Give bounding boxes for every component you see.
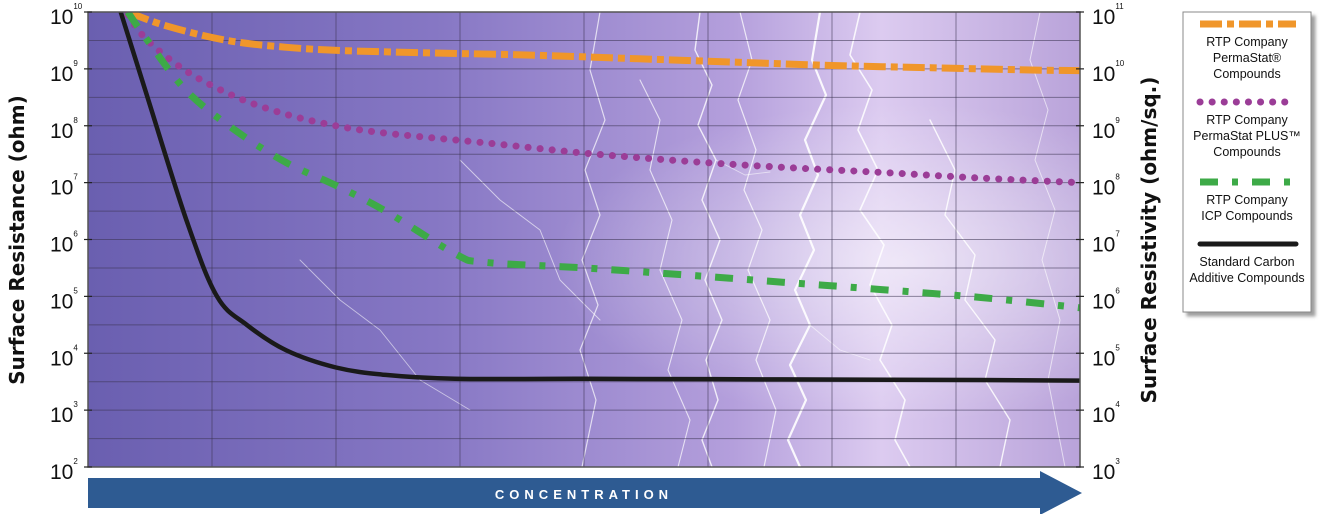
y-tick-label: 109	[50, 59, 78, 86]
legend-label: Compounds	[1213, 67, 1280, 81]
y-tick-label: 106	[50, 230, 78, 257]
y-axis-title-left: Surface Resistance (ohm)	[5, 95, 29, 385]
y-tick-label: 103	[1092, 457, 1120, 484]
y-tick-label: 106	[1092, 286, 1120, 313]
x-axis-arrow: CONCENTRATION	[88, 471, 1082, 514]
y-tick-label: 103	[50, 400, 78, 427]
y-tick-label: 1011	[1092, 2, 1124, 29]
y-tick-label: 102	[50, 457, 78, 484]
y-tick-label: 105	[50, 286, 78, 313]
legend-box	[1182, 11, 1312, 313]
y-tick-label: 109	[1092, 116, 1120, 143]
y-tick-label: 104	[50, 343, 78, 370]
legend-label: Standard Carbon	[1199, 255, 1294, 269]
left-axis-ticks: 1010 109 108 107 106 105 104 103 102	[50, 2, 92, 484]
legend-label: RTP Company	[1206, 113, 1288, 127]
legend-label: RTP Company	[1206, 193, 1288, 207]
y-tick-label: 1010	[1092, 59, 1125, 86]
legend-label: PermaStat®	[1213, 51, 1282, 65]
series-line-3	[124, 12, 1080, 312]
legend-label: ICP Compounds	[1201, 209, 1293, 223]
y-axis-title-right: Surface Resistivity (ohm/sq.)	[1137, 77, 1161, 404]
y-tick-label: 108	[50, 116, 78, 143]
legend-label: RTP Company	[1206, 35, 1288, 49]
series-layer	[118, 12, 1080, 383]
y-tick-label: 1010	[50, 2, 83, 29]
legend: RTP Company PermaStat® Compounds RTP Compan…	[1182, 11, 1312, 313]
series-line-1	[126, 12, 1080, 75]
legend-label: Compounds	[1213, 145, 1280, 159]
y-tick-label: 107	[1092, 230, 1120, 257]
x-axis-title: CONCENTRATION	[495, 487, 673, 502]
legend-label: PermaStat PLUS™	[1193, 129, 1301, 143]
y-tick-label: 104	[1092, 400, 1120, 427]
right-axis-ticks: 1011 1010 109 108 107 106 105 104 103	[1076, 2, 1125, 484]
y-tick-label: 105	[1092, 343, 1120, 370]
series-line-4	[118, 12, 1080, 383]
y-tick-label: 107	[50, 173, 78, 200]
legend-label: Additive Compounds	[1189, 271, 1304, 285]
y-tick-label: 108	[1092, 173, 1120, 200]
